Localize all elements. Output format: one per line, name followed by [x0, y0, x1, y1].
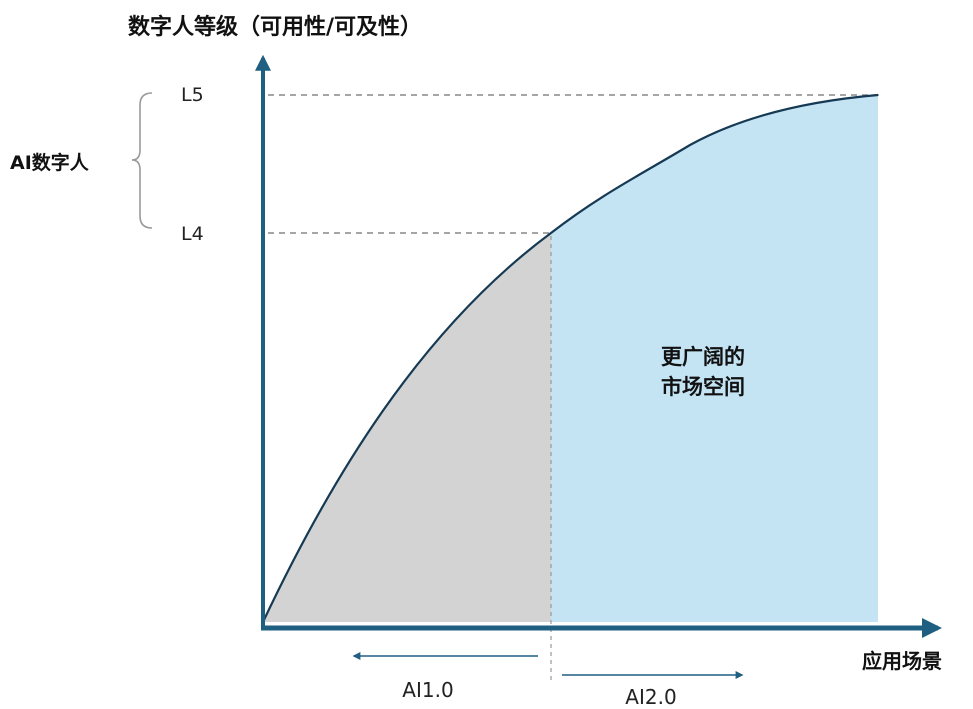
era-ai2-label: AI2.0: [625, 685, 676, 709]
bracket-label: AI数字人: [10, 151, 90, 174]
region-label-line2: 市场空间: [661, 375, 745, 399]
ai-digital-human-bracket: [131, 92, 153, 229]
x-axis-label: 应用场景: [862, 649, 942, 673]
era-ai1-label: AI1.0: [402, 678, 453, 702]
diagram-title: 数字人等级（可用性/可及性）: [128, 14, 422, 40]
region-label-line1: 更广阔的: [661, 345, 745, 369]
growth-curve: [262, 93, 879, 623]
ai2-region: [551, 95, 878, 622]
ai1-region: [263, 233, 551, 622]
level-l4-label: L4: [181, 223, 204, 245]
level-l5-label: L5: [181, 84, 204, 106]
